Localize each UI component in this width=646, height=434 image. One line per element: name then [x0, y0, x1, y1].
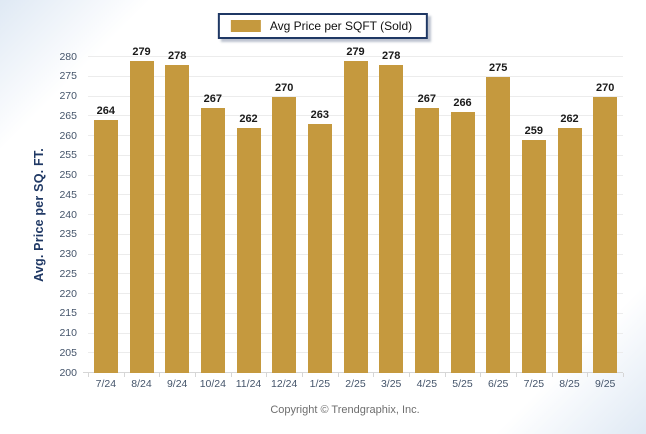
x-tick-label: 9/24	[166, 378, 188, 390]
x-axis-tick	[409, 373, 410, 377]
bar-value-label: 270	[274, 81, 294, 94]
bar-value-label: 266	[453, 97, 472, 110]
y-tick-label: 235	[59, 228, 77, 241]
x-axis-tick	[551, 373, 553, 377]
x-axis-tick	[587, 373, 589, 377]
x-axis-tick	[444, 373, 446, 377]
y-tick-label: 280	[59, 50, 77, 63]
bar-value-label: 279	[132, 45, 151, 58]
bar	[93, 120, 118, 373]
y-tick-label: 260	[59, 129, 77, 142]
y-tick-label: 220	[59, 287, 77, 300]
bar	[272, 96, 297, 373]
bar-value-label: 267	[417, 93, 437, 106]
bar-value-label: 262	[239, 113, 258, 126]
y-tick-label: 245	[59, 188, 77, 201]
bar-value-label: 278	[167, 49, 187, 62]
x-axis-tick	[159, 373, 161, 377]
bar-value-label: 259	[524, 124, 544, 137]
y-tick-label: 270	[59, 90, 77, 102]
x-axis-tick	[88, 373, 89, 377]
y-tick-label: 250	[59, 169, 77, 181]
bar-value-label: 264	[96, 105, 116, 118]
x-tick-label: 11/24	[235, 378, 262, 390]
y-tick-label: 205	[59, 346, 77, 359]
x-tick-label: 5/25	[452, 378, 473, 390]
x-axis-labels: 7/24 8/24 9/24 10/24 11/24 12/24 1/25 2/25 3/25 4…	[88, 378, 623, 394]
gridline	[88, 56, 623, 57]
x-tick-label: 6/25	[487, 378, 509, 390]
y-tick-label: 210	[59, 327, 77, 339]
x-tick-label: 7/25	[523, 378, 545, 390]
y-tick-label: 240	[59, 208, 77, 221]
x-tick-label: 8/25	[559, 378, 580, 390]
bar-value-label: 275	[488, 61, 508, 74]
x-tick-label: 12/24	[271, 378, 298, 390]
bar	[450, 112, 475, 373]
x-axis-tick	[230, 373, 232, 377]
x-axis-tick	[480, 373, 482, 377]
bar	[236, 128, 261, 373]
x-axis-tick	[516, 373, 517, 377]
legend-label: Avg Price per SQFT (Sold)	[269, 19, 413, 33]
bar	[165, 64, 190, 373]
bar	[414, 108, 439, 373]
bar	[557, 128, 582, 373]
bar	[486, 76, 511, 373]
x-axis-tick	[337, 373, 339, 377]
x-tick-label: 3/25	[380, 378, 402, 390]
y-tick-label: 275	[59, 70, 77, 83]
bar	[379, 64, 404, 373]
x-axis-tick	[123, 373, 125, 377]
x-axis-tick	[266, 373, 268, 377]
x-tick-label: 8/24	[131, 378, 152, 390]
y-tick-label: 200	[59, 366, 77, 379]
bar-value-label: 263	[310, 109, 330, 122]
bar-value-label: 267	[203, 93, 223, 106]
x-tick-label: 10/24	[199, 378, 226, 390]
y-tick-label: 230	[59, 248, 77, 260]
x-axis-tick	[623, 373, 624, 377]
bar	[307, 124, 332, 373]
x-tick-label: 1/25	[309, 378, 331, 390]
bar-value-label: 279	[346, 45, 365, 58]
bar	[343, 60, 368, 373]
legend-swatch	[230, 20, 261, 32]
bar-value-label: 270	[595, 81, 615, 94]
bar-value-label: 278	[381, 49, 401, 62]
x-tick-label: 7/24	[95, 378, 117, 390]
y-tick-label: 215	[59, 307, 77, 320]
bar	[521, 139, 546, 373]
y-tick-label: 255	[59, 149, 77, 162]
bar	[129, 60, 154, 373]
x-axis-tick	[195, 373, 196, 377]
copyright-text: Copyright © Trendgraphix, Inc.	[270, 404, 420, 416]
y-tick-label: 265	[59, 109, 77, 122]
bar	[593, 96, 618, 373]
x-tick-label: 4/25	[416, 378, 438, 390]
x-axis-tick	[373, 373, 375, 377]
y-tick-label: 225	[59, 267, 77, 280]
plot-area: 264 279 278 267 262 270 263 279 278 267 266 275 259 2…	[83, 46, 624, 377]
bar	[200, 108, 225, 373]
chart-legend: Avg Price per SQFT (Sold)	[217, 13, 429, 39]
y-axis-labels: 200 205 210 215 220 225 230 235 240 245 250 255 260 2…	[0, 51, 84, 378]
x-tick-label: 2/25	[345, 378, 366, 390]
x-axis-tick	[302, 373, 303, 377]
bar-value-label: 262	[560, 113, 579, 126]
x-tick-label: 9/25	[594, 378, 616, 390]
